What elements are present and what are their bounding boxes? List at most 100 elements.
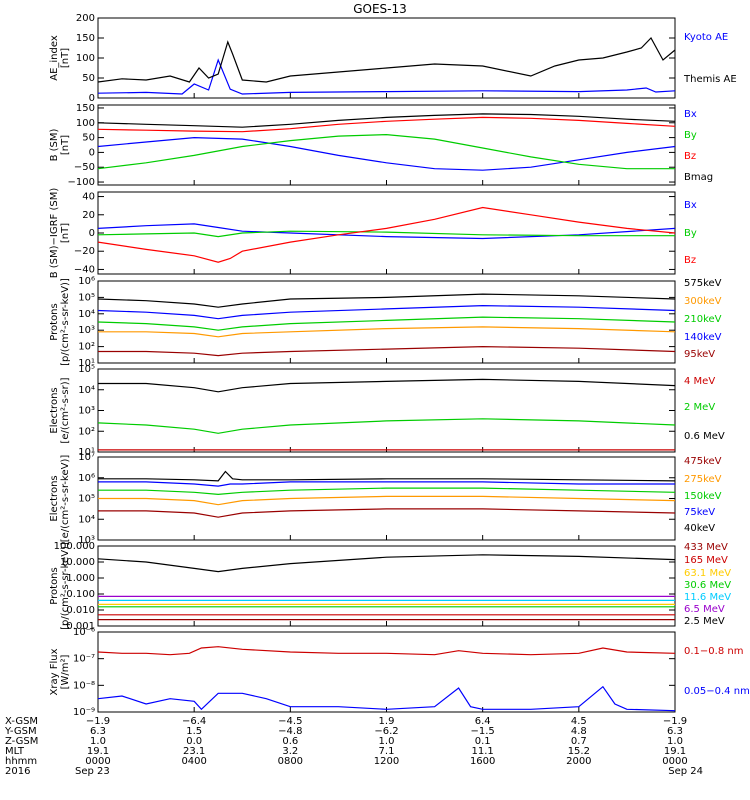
y-axis-label: B (SM)−IGRF (SM) <box>49 188 60 279</box>
legend-entry: 210keV <box>684 314 722 325</box>
y-tick-label: 10⁻⁹ <box>73 707 95 718</box>
ephemeris-value: 0000 <box>85 756 110 767</box>
ephemeris-value: −6.4 <box>182 716 206 727</box>
ephemeris-value: Sep 24 <box>668 766 703 777</box>
panel-protons1: 10¹ 10² 10³ 10⁴ 10⁵ 10⁶ Protons [p/(cm²-s-sr-ke… <box>49 276 722 369</box>
y-tick-label: 100 <box>76 118 95 129</box>
series-line-275kev <box>98 495 676 506</box>
y-axis-label: B (SM) <box>49 128 60 161</box>
y-axis-label: [p/(cm²-s-sr-keV)] <box>60 542 71 630</box>
ephemeris-value: −4.8 <box>278 726 302 737</box>
ephemeris-value: 6.3 <box>90 726 106 737</box>
series-line-300kev <box>98 326 676 338</box>
ephemeris-value: −6.2 <box>374 726 398 737</box>
series-line-bz <box>97 206 676 263</box>
ephemeris-value: 1.5 <box>186 726 202 737</box>
y-tick-label: 10¹ <box>78 447 95 458</box>
y-tick-label: 0.100 <box>66 589 95 600</box>
series-line-140kev <box>97 304 676 320</box>
y-tick-label: 20 <box>82 210 95 221</box>
legend-entry: 2.5 MeV <box>684 616 725 627</box>
y-axis-label: Protons <box>49 303 60 340</box>
y-tick-label: 0 <box>89 93 95 104</box>
y-tick-label: −50 <box>74 162 95 173</box>
ephemeris-value: 0.1 <box>475 736 491 747</box>
ephemeris-value: 0800 <box>278 756 303 767</box>
ephemeris-row-label: 2016 <box>5 766 30 777</box>
y-tick-label: 40 <box>82 192 95 203</box>
y-tick-label: 0 <box>89 228 95 239</box>
y-tick-label: 50 <box>82 133 95 144</box>
y-tick-label: 10⁻⁶ <box>73 627 95 638</box>
y-tick-label: 10² <box>78 426 95 437</box>
ephemeris-row-label: Y-GSM <box>4 726 37 737</box>
y-tick-label: 0.001 <box>66 621 95 632</box>
legend-entry: 2 MeV <box>684 402 715 413</box>
legend-entry: 0.05−0.4 nm <box>684 686 750 697</box>
series-line-95kev <box>98 345 676 357</box>
legend-entry: 95keV <box>684 349 715 360</box>
legend-entry: 150keV <box>684 491 722 502</box>
ephemeris-value: 1600 <box>470 756 495 767</box>
series-line-40kev <box>98 470 676 482</box>
y-axis-label: [e/(cm²-s-sr)] <box>60 377 71 443</box>
legend-entry: Kyoto AE <box>684 32 728 43</box>
ephemeris-value: 4.8 <box>571 726 587 737</box>
legend-entry: By <box>684 130 697 141</box>
ephemeris-value: 1.9 <box>379 716 395 727</box>
ephemeris-value: −1.9 <box>86 716 110 727</box>
y-tick-label: 100.000 <box>54 541 95 552</box>
ephemeris-value: 11.1 <box>472 746 494 757</box>
series-line-0-6-mev <box>98 378 676 393</box>
y-tick-label: −20 <box>74 246 95 257</box>
panel-electrons1: 10¹ 10² 10³ 10⁴ 10⁵ Electrons [e/(cm²-s-sr)] 4 … <box>49 364 725 458</box>
ephemeris-value: 0400 <box>181 756 206 767</box>
y-tick-label: 50 <box>82 73 95 84</box>
y-axis-label: [W/m²] <box>60 654 71 689</box>
y-tick-label: 10⁻⁷ <box>73 654 95 665</box>
series-line-by <box>97 133 675 170</box>
y-tick-label: 10⁻⁸ <box>73 680 95 691</box>
panel-xray: 10⁻⁹ 10⁻⁸ 10⁻⁷ 10⁻⁶ Xray Flux [W/m²] 0.1−0.8 n… <box>49 627 750 718</box>
panel-protons2: 0.001 0.010 0.100 1.000 10.000 100.000 Protons… <box>49 541 731 632</box>
ephemeris-value: 0.0 <box>186 736 202 747</box>
ephemeris-value: Sep 23 <box>75 766 110 777</box>
legend-entry: Bx <box>684 109 697 120</box>
y-tick-label: 10⁷ <box>78 452 95 463</box>
ephemeris-value: 19.1 <box>87 746 109 757</box>
y-axis-label: Protons <box>49 567 60 604</box>
ephemeris-value: 4.5 <box>571 716 587 727</box>
panel-bigrf: −40 −20 0 20 40 B (SM)−IGRF (SM) [nT] Bx By Bz <box>49 188 697 279</box>
y-tick-label: 10¹ <box>78 358 95 369</box>
legend-entry: Bx <box>684 200 697 211</box>
y-tick-label: 150 <box>76 103 95 114</box>
legend-entry: 140keV <box>684 332 722 343</box>
ephemeris-row-label: MLT <box>5 746 25 757</box>
y-tick-label: 10⁶ <box>78 276 95 287</box>
series-line-0-05-0-4-nm <box>97 685 676 712</box>
y-tick-label: 0.010 <box>66 605 95 616</box>
y-tick-label: 10³ <box>78 535 95 546</box>
legend-entry: 4 MeV <box>684 376 715 387</box>
ephemeris-value: 6.3 <box>667 726 683 737</box>
y-tick-label: 10⁵ <box>78 364 95 375</box>
series-line-210kev <box>97 316 676 331</box>
ephemeris-value: 1.0 <box>90 736 106 747</box>
ephemeris-value: 7.1 <box>379 746 395 757</box>
panel-frame <box>97 280 676 364</box>
legend-entry: 75keV <box>684 507 715 518</box>
ephemeris-value: 0000 <box>662 756 687 767</box>
legend-entry: 433 MeV <box>684 542 728 553</box>
legend-entry: 275keV <box>684 474 722 485</box>
ephemeris-value: −1.5 <box>471 726 495 737</box>
y-tick-label: −100 <box>68 177 95 188</box>
ephemeris-value: 0.7 <box>571 736 587 747</box>
series-line-bx <box>97 223 676 240</box>
ephemeris-row-label: hhmm <box>5 756 37 767</box>
panel-frame <box>97 17 676 99</box>
series-line-150kev <box>98 487 676 496</box>
legend-entry: 6.5 MeV <box>684 604 725 615</box>
legend-entry: By <box>684 228 697 239</box>
ephemeris-value: 15.2 <box>568 746 590 757</box>
